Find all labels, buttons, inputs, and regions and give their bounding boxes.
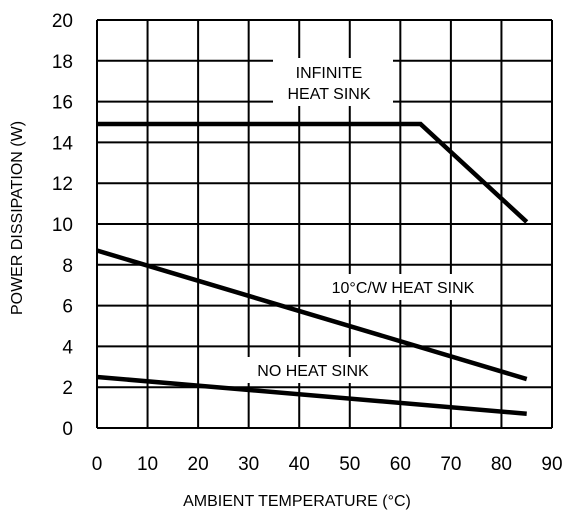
- annotation-text: 10°C/W HEAT SINK: [332, 280, 475, 297]
- annotation-backgrounds: [247, 58, 498, 383]
- y-axis-label: POWER DISSIPATION (W): [9, 121, 26, 315]
- x-axis-label: AMBIENT TEMPERATURE (°C): [183, 493, 411, 510]
- x-tick-label: 60: [390, 454, 411, 475]
- x-tick-label: 80: [491, 454, 512, 475]
- series-line: [96, 374, 527, 416]
- series-line: [96, 248, 528, 382]
- y-tick-label: 14: [52, 133, 74, 154]
- x-tick-label: 50: [339, 454, 360, 475]
- y-tick-label: 2: [62, 378, 73, 399]
- annotation-background: [273, 58, 393, 106]
- annotation-text: HEAT SINK: [288, 86, 371, 103]
- series-lines: [96, 121, 529, 416]
- annotation-text: INFINITE: [296, 65, 363, 82]
- annotation-background: [247, 357, 395, 383]
- tick-labels: 0 10 20 30 40 50 60 70 80 90 0 2 4 6 8 10 12 14 16 18 20: [52, 11, 563, 475]
- x-tick-label: 30: [238, 454, 259, 475]
- x-tick-label: 90: [541, 454, 562, 475]
- y-tick-label: 6: [62, 297, 73, 318]
- x-tick-label: 70: [440, 454, 461, 475]
- annotations: INFINITE HEAT SINK 10°C/W HEAT SINK NO HEAT…: [257, 65, 474, 380]
- annotation-background: [306, 274, 498, 300]
- y-tick-label: 18: [52, 52, 73, 73]
- y-tick-label: 16: [52, 93, 73, 114]
- series-line: [97, 121, 529, 224]
- x-tick-label: 20: [188, 454, 209, 475]
- annotation-text: NO HEAT SINK: [257, 363, 369, 380]
- y-tick-label: 20: [52, 11, 73, 32]
- x-tick-label: 40: [289, 454, 310, 475]
- y-tick-label: 4: [62, 337, 73, 358]
- y-tick-label: 8: [62, 256, 73, 277]
- y-tick-label: 10: [52, 215, 73, 236]
- y-tick-label: 0: [62, 419, 73, 440]
- x-tick-label: 0: [92, 454, 103, 475]
- x-tick-label: 10: [137, 454, 158, 475]
- y-tick-label: 12: [52, 174, 73, 195]
